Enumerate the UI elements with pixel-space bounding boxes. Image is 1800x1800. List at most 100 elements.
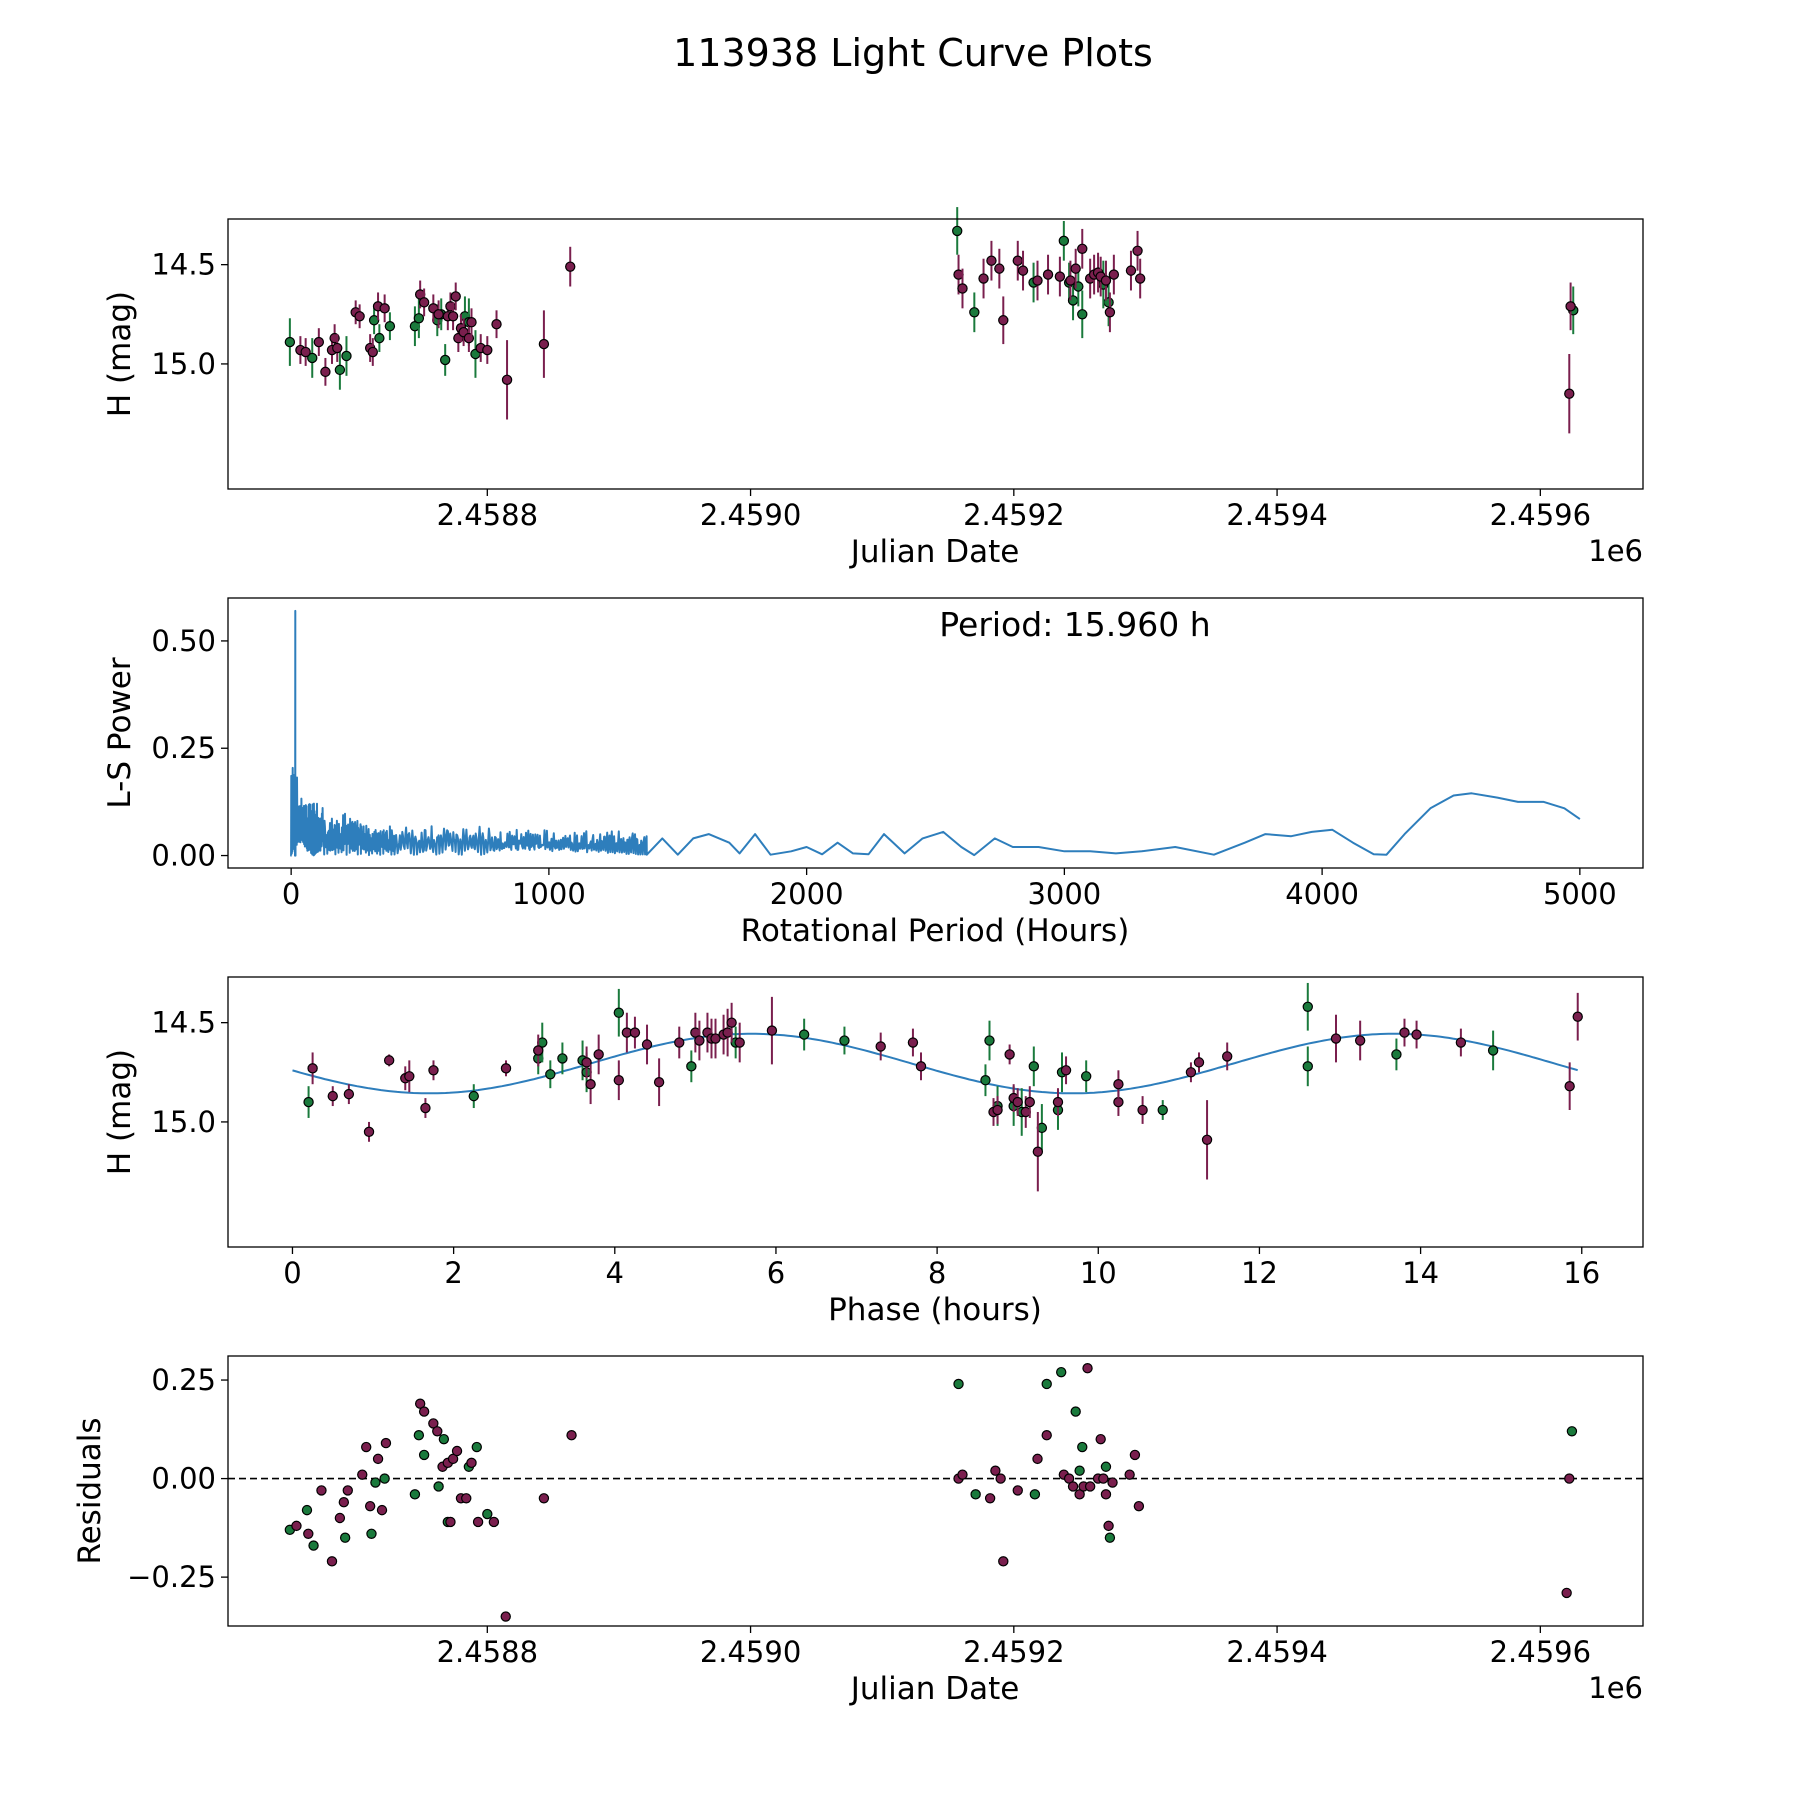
phased-purple-point: [500, 1063, 512, 1074]
residuals-x-tick-label: 2.4590: [700, 1635, 801, 1669]
phased-green-point: [1391, 1049, 1402, 1060]
lightcurve-x-tick-label: 2.4588: [437, 498, 538, 532]
phased-purple-point: [992, 1104, 1003, 1116]
lightcurve-purple-point: [450, 291, 461, 302]
lightcurve-axes-frame: [227, 218, 1644, 490]
lightcurve-purple-point: [538, 338, 550, 350]
residuals-purple-point: [316, 1485, 327, 1496]
lightcurve-purple-point: [1065, 275, 1076, 286]
lightcurve-purple-point: [447, 311, 459, 322]
phased-x-axis-label: Phase (hours): [828, 1292, 1042, 1328]
phased-x-tick-label: 6: [767, 1256, 785, 1290]
residuals-purple-point: [1041, 1430, 1052, 1441]
phased-purple-point: [726, 1017, 737, 1028]
phased-purple-point: [1032, 1146, 1044, 1157]
periodogram-plot-area: [290, 609, 1581, 857]
residuals-green-point: [1077, 1441, 1088, 1453]
phased-x-tick-label: 16: [1563, 1256, 1600, 1290]
phased-green-point: [557, 1053, 568, 1064]
phased-purple-point: [428, 1065, 439, 1076]
phased-x-tick-label: 8: [928, 1256, 946, 1290]
residuals-purple-point: [1098, 1473, 1109, 1484]
residuals-green-point: [418, 1449, 430, 1461]
lightcurve-x-tick-label: 2.4590: [700, 498, 801, 532]
residuals-green-point: [1566, 1426, 1578, 1437]
periodogram-axes-frame: [227, 597, 1644, 869]
lightcurve-purple-point: [1054, 271, 1066, 282]
phased-x-tick-label: 4: [606, 1256, 624, 1290]
phased-purple-point: [1572, 1011, 1583, 1022]
residuals-green-point: [970, 1489, 981, 1500]
lightcurve-purple-point: [300, 346, 311, 358]
lightcurve-purple-point: [565, 261, 576, 272]
residuals-green-point: [471, 1441, 482, 1453]
phased-green-point: [1302, 1061, 1313, 1072]
periodogram-x-tick-label: 4000: [1285, 877, 1359, 911]
residuals-purple-point: [1129, 1449, 1141, 1461]
phased-purple-point: [1354, 1035, 1366, 1046]
residuals-purple-point: [334, 1512, 346, 1524]
residuals-purple-point: [326, 1556, 338, 1567]
residuals-green-point: [301, 1504, 313, 1516]
residuals-x-offset-label: 1e6: [1588, 1671, 1643, 1705]
lightcurve-ticks: 2.4588 2.4590 2.4592 2.4594 2.4596 14.5 15.0: [151, 248, 1591, 532]
lightcurve-x-tick-label: 2.4592: [963, 498, 1064, 532]
phased-purple-point: [1330, 1033, 1342, 1044]
residuals-green-point: [409, 1489, 421, 1500]
lightcurve-purple-point: [1108, 269, 1120, 280]
residuals-purple-point: [1107, 1477, 1118, 1488]
phased-plot-area: [292, 982, 1583, 1192]
periodogram-panel: 0 1000 2000 3000 4000 5000 0.00 0.25 0.50 Period…: [102, 597, 1644, 949]
residuals-x-tick-label: 2.4594: [1226, 1635, 1327, 1669]
lightcurve-purple-point: [994, 263, 1005, 274]
residuals-purple-point: [957, 1469, 968, 1480]
lightcurve-purple-point: [986, 255, 997, 266]
residuals-purple-point: [1100, 1489, 1112, 1500]
residuals-purple-point: [1095, 1433, 1106, 1445]
residuals-x-tick-label: 2.4596: [1490, 1635, 1591, 1669]
phased-purple-point: [734, 1037, 745, 1048]
residuals-purple-point: [472, 1516, 484, 1528]
residuals-purple-point: [1564, 1473, 1575, 1484]
phased-purple-point: [1185, 1067, 1197, 1078]
lightcurve-purple-point: [1134, 273, 1146, 284]
lightcurve-purple-point: [1104, 307, 1116, 318]
periodogram-x-tick-label: 3000: [1027, 877, 1101, 911]
phased-green-point: [798, 1029, 810, 1040]
lightcurve-purple-point: [998, 315, 1009, 326]
periodogram-ticks: 0 1000 2000 3000 4000 5000 0.00 0.25 0.50: [151, 624, 1616, 911]
residuals-purple-point: [995, 1473, 1006, 1484]
residuals-purple-point: [342, 1485, 353, 1496]
lightcurve-purple-point: [1017, 265, 1029, 276]
phased-purple-point: [915, 1061, 927, 1072]
phased-green-point: [839, 1035, 850, 1046]
figure-title: 113938 Light Curve Plots: [673, 31, 1153, 75]
phased-green-point: [468, 1090, 479, 1102]
residuals-purple-point: [1084, 1481, 1096, 1492]
lightcurve-y-tick-label: 14.5: [151, 248, 216, 282]
residuals-purple-point: [338, 1497, 350, 1508]
periodogram-y-tick-label: 0.00: [151, 839, 216, 873]
phased-purple-point: [1455, 1037, 1467, 1048]
residuals-green-point: [339, 1532, 351, 1543]
residuals-panel: 2.4588 2.4590 2.4592 2.4594 2.4596 −0.25 0.00 0…: [72, 1355, 1644, 1707]
residuals-green-point: [366, 1528, 377, 1539]
residuals-purple-point: [380, 1437, 392, 1449]
periodogram-power-line: [290, 609, 1581, 857]
residuals-purple-point: [303, 1528, 314, 1539]
residuals-purple-point: [1561, 1587, 1572, 1599]
phased-purple-point: [1411, 1029, 1422, 1040]
residuals-purple-point: [372, 1453, 384, 1465]
residuals-green-point: [1070, 1406, 1081, 1417]
lightcurve-purple-point: [957, 283, 968, 294]
phased-purple-point: [1012, 1096, 1023, 1108]
phased-purple-point: [629, 1027, 641, 1038]
periodogram-x-tick-label: 5000: [1543, 877, 1617, 911]
lightcurve-green-point: [334, 364, 346, 376]
residuals-green-point: [1100, 1461, 1112, 1472]
phased-purple-point: [1193, 1057, 1205, 1068]
phased-purple-point: [766, 1025, 778, 1036]
residuals-purple-point: [357, 1469, 368, 1480]
phased-purple-point: [593, 1049, 604, 1060]
